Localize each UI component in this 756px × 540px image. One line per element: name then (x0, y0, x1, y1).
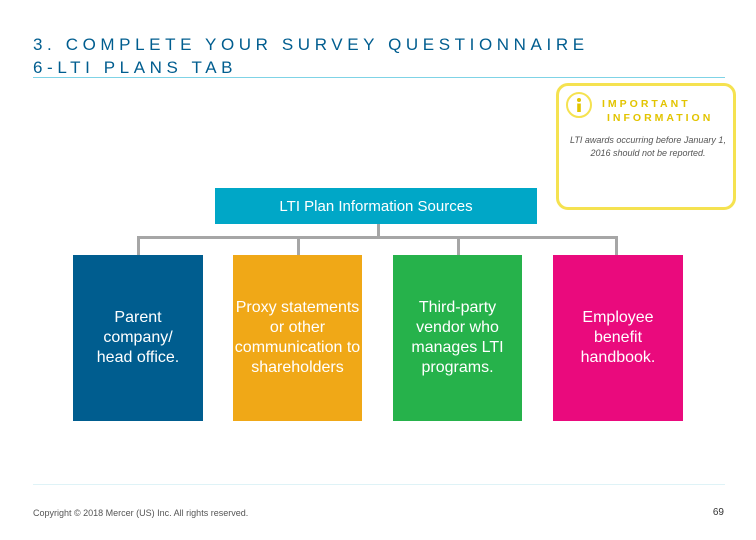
source-label: Third-party vendor who manages LTI progr… (411, 299, 504, 376)
footer-divider (33, 484, 725, 485)
page-number: 69 (712, 507, 724, 518)
source-employee-handbook: Employee benefit handbook. (553, 255, 683, 421)
connector-drop-1 (137, 236, 140, 255)
source-label: Parent company/ head office. (96, 309, 180, 366)
source-third-party-vendor: Third-party vendor who manages LTI progr… (393, 255, 522, 421)
source-label: Employee benefit handbook. (580, 309, 656, 366)
source-proxy-statements: Proxy statements or other communication … (233, 255, 362, 421)
important-information-box: IMPORTANT INFORMATION LTI awards occurri… (556, 83, 736, 210)
info-heading-line-2: INFORMATION (607, 112, 714, 124)
slide-title-line-1: 3. COMPLETE YOUR SURVEY QUESTIONNAIRE (33, 35, 589, 54)
copyright-text: Copyright © 2018 Mercer (US) Inc. All ri… (33, 508, 249, 518)
connector-drop-2 (297, 236, 300, 255)
source-parent-company: Parent company/ head office. (73, 255, 203, 421)
diagram-root-node: LTI Plan Information Sources (215, 188, 537, 224)
info-text: LTI awards occurring before January 1, 2… (570, 135, 726, 158)
connector-drop-4 (615, 236, 618, 255)
connector-horizontal (137, 236, 618, 239)
source-label: Proxy statements or other communication … (234, 299, 361, 376)
title-divider (33, 77, 725, 78)
connector-stem (377, 224, 380, 238)
slide-title-line-2: 6-LTI PLANS TAB (33, 58, 238, 77)
connector-drop-3 (457, 236, 460, 255)
info-icon (566, 92, 592, 118)
info-heading-line-1: IMPORTANT (602, 98, 691, 110)
